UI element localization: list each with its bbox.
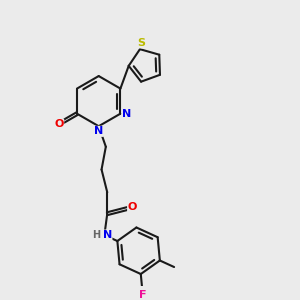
Text: N: N	[122, 109, 131, 119]
Text: O: O	[54, 119, 64, 129]
Text: S: S	[137, 38, 146, 48]
Text: H: H	[92, 230, 100, 240]
Text: N: N	[103, 230, 112, 240]
Text: O: O	[128, 202, 137, 212]
Text: F: F	[139, 290, 146, 300]
Text: N: N	[94, 126, 103, 136]
